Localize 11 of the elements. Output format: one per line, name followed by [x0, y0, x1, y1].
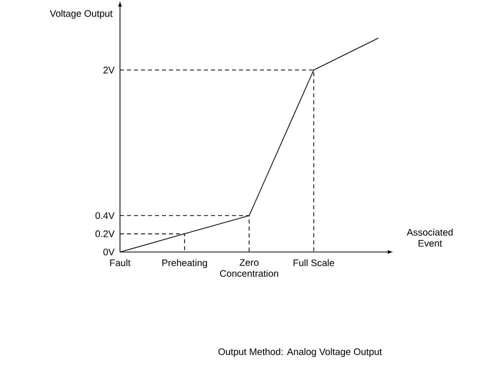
- y-axis-title: Voltage Output: [50, 10, 113, 19]
- y-tick-label: 0V: [103, 248, 115, 256]
- x-tick-label: Zero Concentration: [220, 259, 278, 277]
- x-axis-title: Associated Event: [406, 228, 453, 247]
- x-tick-label: Fault: [110, 259, 130, 266]
- y-tick-label: 0.2V: [95, 230, 115, 238]
- text: Output Method: Analog Voltage Output: [218, 348, 382, 357]
- y-tick-label: 2V: [103, 66, 115, 74]
- x-tick-label: Full Scale: [294, 259, 334, 266]
- y-tick-label: 0.4V: [95, 212, 115, 219]
- x-tick-label: Preheating: [162, 259, 207, 268]
